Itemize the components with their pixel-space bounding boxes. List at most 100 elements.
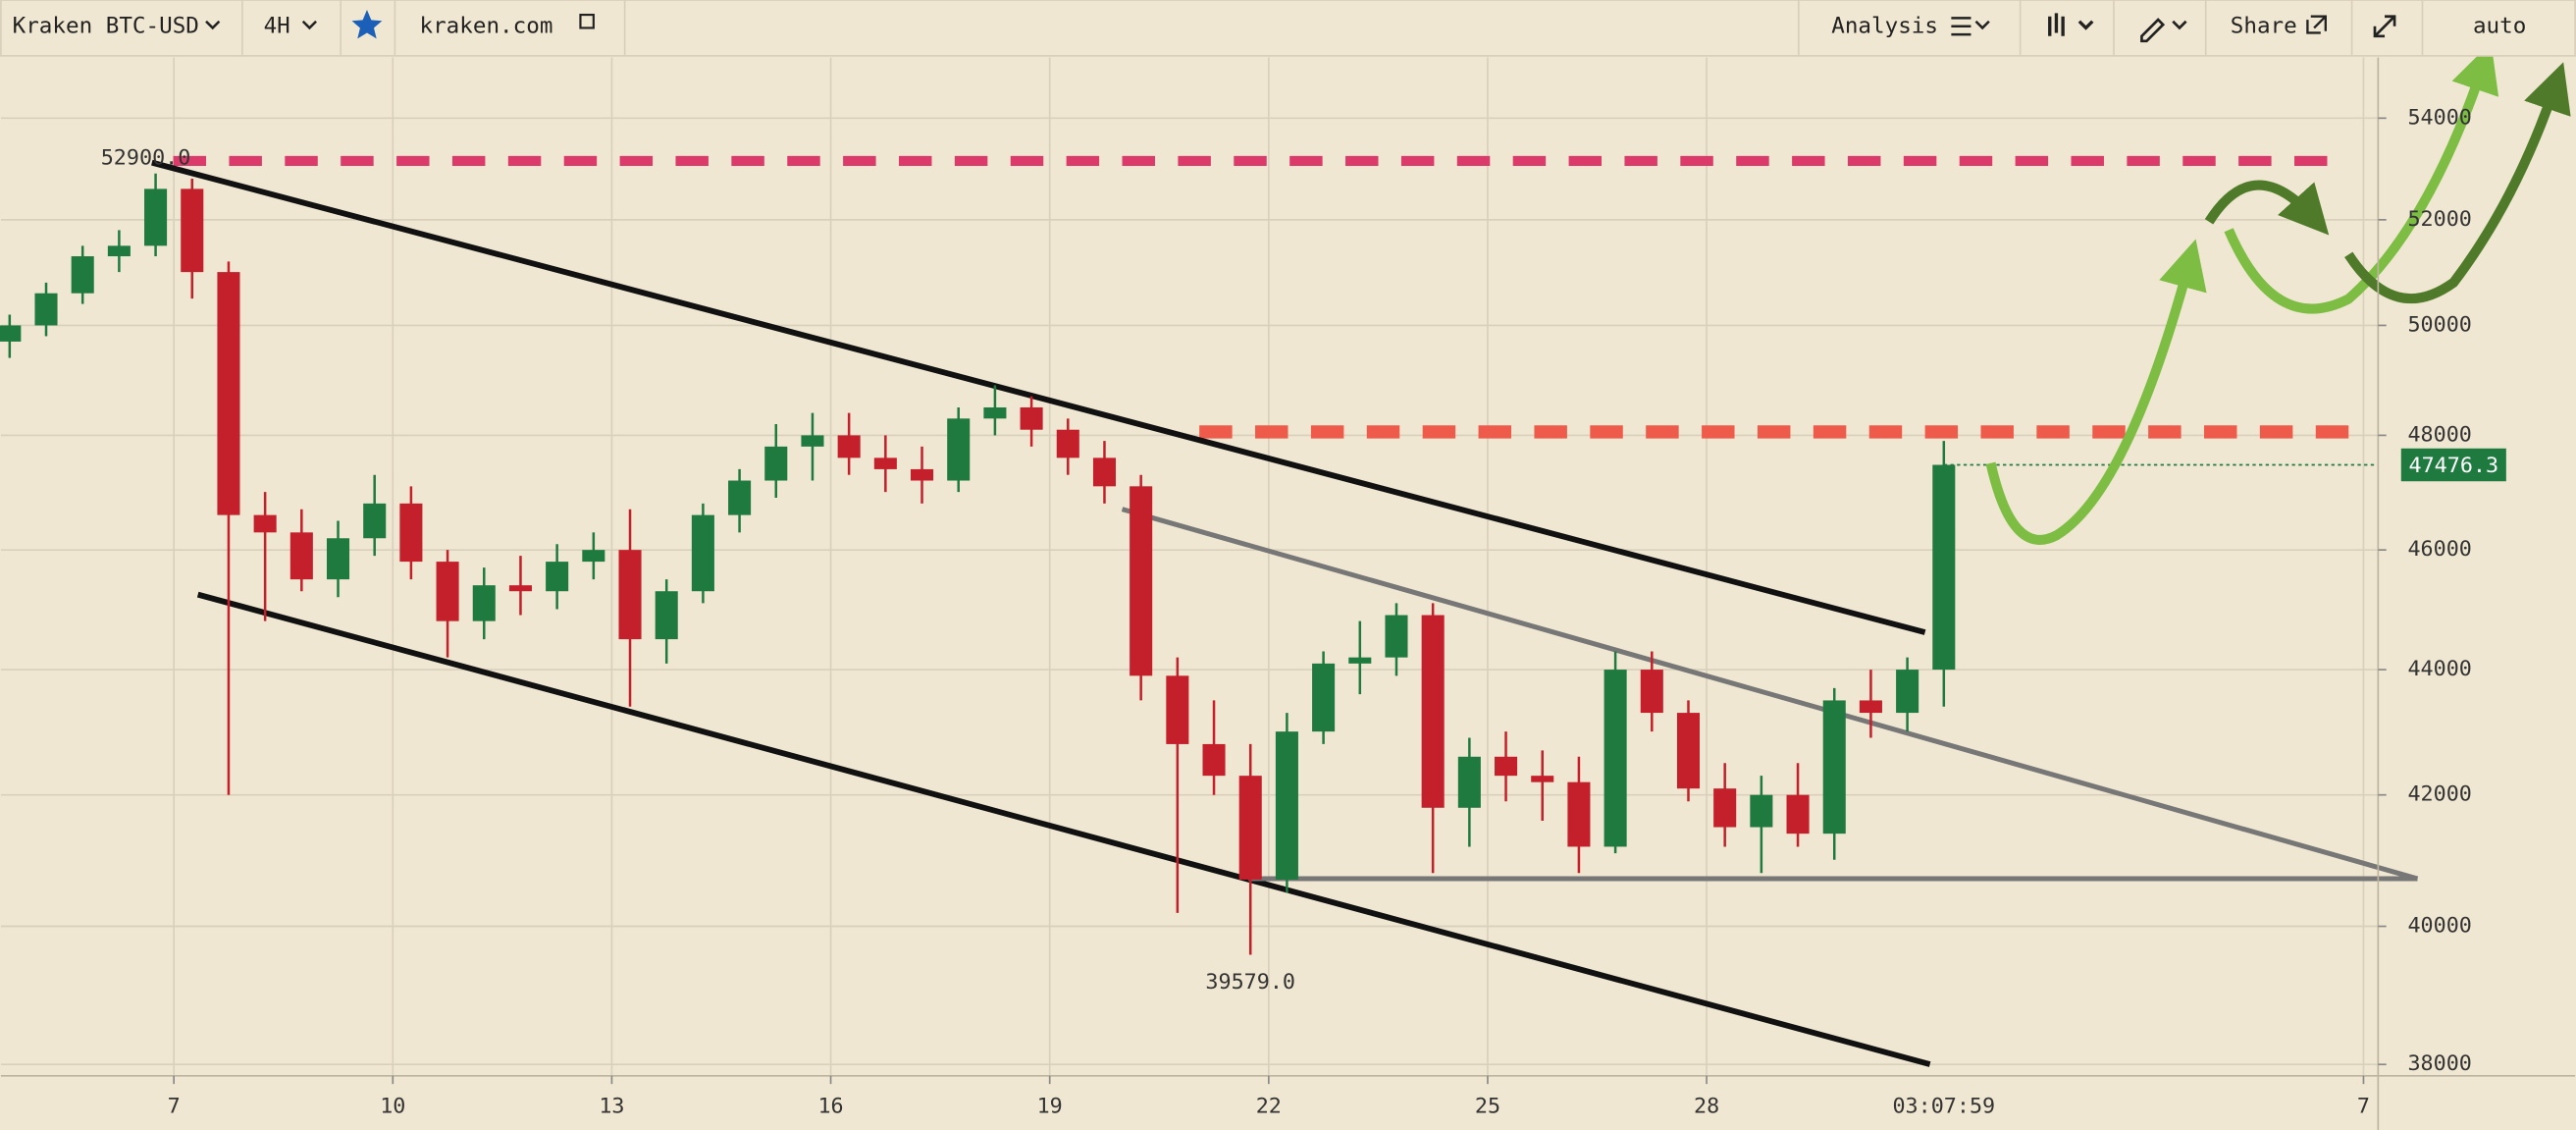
candle-body (1640, 670, 1663, 714)
candle-body (1896, 670, 1919, 714)
candle-body (71, 256, 94, 294)
candle-body (144, 188, 168, 246)
candle-body (217, 272, 240, 515)
candle-body (1822, 700, 1846, 834)
candle-body (508, 585, 532, 592)
candle-body (1130, 486, 1153, 676)
analysis-icon (1951, 17, 1990, 36)
candle-body (1786, 794, 1810, 834)
candle-body (546, 562, 569, 592)
x-tick-label: 16 (817, 1095, 843, 1119)
candle-body (1092, 457, 1117, 487)
x-tick-label: 22 (1256, 1095, 1282, 1119)
candle-body (1859, 700, 1882, 714)
candle-body (655, 591, 678, 640)
candle-body (837, 435, 861, 458)
share-icon (2306, 15, 2327, 34)
interval-button[interactable]: 4H (264, 13, 290, 38)
candle-body (983, 406, 1007, 419)
link-icon (579, 13, 595, 29)
candle-body (253, 514, 277, 533)
candle-body (1275, 731, 1298, 880)
source-link[interactable]: kraken.com (420, 13, 553, 38)
arrow (2344, 62, 2571, 303)
symbol-button[interactable]: Kraken BTC-USD (13, 13, 199, 38)
y-tick-label: 46000 (2407, 537, 2471, 562)
candle-body (1676, 713, 1701, 789)
drawings (151, 155, 2419, 1067)
axes: 38000 40000 42000 44000 46000 48000 50000 52000… (0, 57, 2576, 1130)
y-tick-label: 54000 (2407, 105, 2471, 130)
y-tick-label: 38000 (2407, 1051, 2471, 1076)
candle-body (618, 550, 642, 640)
chart-type-button[interactable] (2048, 13, 2094, 36)
candle-body (1531, 776, 1554, 782)
candle-body (1020, 406, 1043, 430)
candle-body (1495, 756, 1518, 777)
candle-body (326, 538, 350, 580)
x-tick-label: 10 (380, 1095, 405, 1119)
candle-body (691, 514, 714, 592)
countdown-label: 03:07:59 (1892, 1095, 1995, 1119)
candle-body (0, 325, 22, 342)
candle-body (472, 585, 496, 621)
fullscreen-button[interactable] (2373, 15, 2396, 38)
x-tick-label: 25 (1475, 1095, 1500, 1119)
toolbar-bg (0, 0, 2576, 57)
candle-body (911, 468, 934, 481)
candle-body (1166, 675, 1189, 744)
trend-line (1121, 507, 2419, 882)
share-button[interactable]: Share (2231, 13, 2297, 38)
y-tick-label: 52000 (2407, 207, 2471, 232)
candle-body (1385, 615, 1408, 658)
favorite-star[interactable] (351, 10, 383, 39)
candle-body (436, 562, 459, 621)
candle-body (1202, 743, 1226, 777)
candle-body (873, 457, 897, 469)
x-tick-label: 28 (1694, 1095, 1719, 1119)
candle-body (764, 446, 788, 481)
x-tick-label: 7 (168, 1095, 181, 1119)
toolbar: Kraken BTC-USD 4H kraken.com Analysis Sh… (0, 0, 2576, 57)
y-tick-label: 42000 (2407, 782, 2471, 807)
candle-body (1312, 663, 1336, 732)
candle-body (1713, 788, 1737, 828)
candle-body (107, 245, 131, 257)
analysis-button[interactable]: Analysis (1831, 13, 1938, 38)
chevron (301, 20, 317, 30)
candle-body (1932, 464, 1956, 671)
candle-body (1750, 794, 1773, 828)
y-tick-label: 48000 (2407, 422, 2471, 447)
arrow (2204, 180, 2330, 236)
x-tick-label: 7 (2357, 1095, 2370, 1119)
x-tick-label: 19 (1037, 1095, 1063, 1119)
candle-body (1238, 776, 1262, 880)
candle-body (947, 418, 971, 481)
candle-body (582, 550, 605, 563)
arrow (1985, 239, 2207, 545)
candle-body (1567, 781, 1591, 847)
high-label: 52900.0 (101, 146, 191, 171)
trend-line (196, 591, 1931, 1067)
candle-body (801, 435, 824, 447)
draw-button[interactable] (2140, 18, 2187, 43)
candle-body (1603, 670, 1627, 847)
last-price-box (2400, 448, 2506, 482)
chevron (205, 20, 221, 30)
candles: 52900.0 39579.0 (0, 146, 2379, 995)
scale-mode-button[interactable]: auto (2473, 13, 2526, 38)
candle-body (289, 532, 313, 580)
candle-body (1457, 756, 1481, 808)
x-tick-label: 13 (599, 1095, 624, 1119)
y-tick-label: 50000 (2407, 312, 2471, 337)
y-tick-label: 40000 (2407, 914, 2471, 939)
candle-body (1348, 657, 1372, 664)
candle-body (1421, 615, 1445, 808)
candle-body (728, 480, 752, 515)
arrows (1985, 42, 2571, 545)
candle-body (34, 293, 58, 326)
trend-line (151, 159, 1926, 635)
last-price-label: 47476.3 (2409, 454, 2499, 478)
